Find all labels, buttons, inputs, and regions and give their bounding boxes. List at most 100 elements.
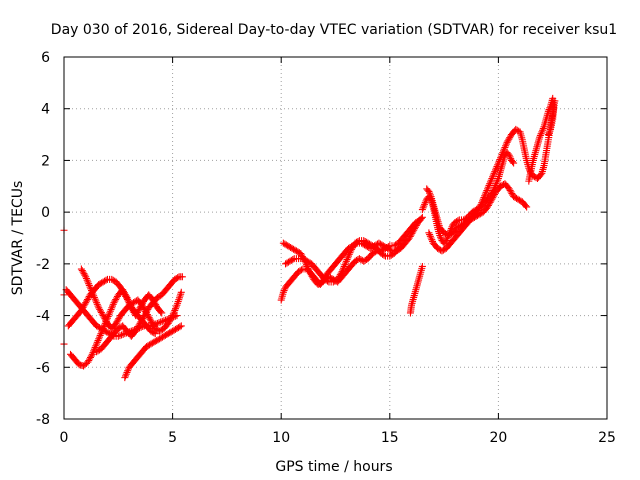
data-point	[544, 131, 552, 139]
data-point	[149, 320, 157, 328]
data-point	[130, 299, 138, 307]
data-point	[115, 315, 123, 323]
data-point	[90, 292, 98, 300]
data-point	[132, 327, 140, 335]
data-point	[81, 271, 89, 279]
data-point	[407, 231, 415, 239]
data-point	[302, 256, 310, 264]
data-point	[348, 244, 356, 252]
data-point	[481, 190, 489, 198]
data-point	[99, 278, 107, 286]
data-point	[490, 191, 498, 199]
data-point	[169, 310, 177, 318]
data-point	[174, 324, 182, 332]
data-point	[101, 277, 109, 285]
data-point	[97, 330, 105, 338]
data-point	[113, 294, 121, 302]
data-point	[370, 243, 378, 251]
data-point	[177, 322, 185, 330]
data-point	[367, 241, 375, 249]
data-point	[342, 257, 350, 265]
data-point	[484, 185, 492, 193]
data-point	[150, 329, 158, 337]
data-point	[158, 309, 166, 317]
data-point	[96, 280, 104, 288]
data-point	[93, 340, 101, 348]
data-point	[351, 239, 359, 247]
data-point	[114, 325, 122, 332]
data-point	[334, 275, 342, 283]
data-point	[107, 306, 115, 314]
data-point	[478, 197, 486, 205]
data-point	[148, 339, 156, 347]
data-point	[82, 273, 90, 281]
data-point	[98, 279, 106, 287]
data-point	[546, 127, 554, 135]
data-point	[167, 328, 175, 336]
data-point	[161, 331, 169, 339]
data-point	[506, 186, 514, 194]
data-point	[426, 231, 434, 239]
data-point	[143, 343, 151, 351]
data-point	[167, 315, 175, 323]
series-early-e	[93, 273, 186, 356]
data-point	[123, 368, 131, 376]
data-point	[486, 198, 494, 206]
data-point	[100, 323, 108, 331]
data-point	[537, 171, 545, 179]
data-point	[489, 173, 497, 181]
data-point	[95, 335, 103, 343]
data-point	[382, 243, 390, 251]
data-point	[98, 328, 106, 336]
plot-frame	[63, 56, 608, 420]
data-point	[439, 246, 447, 254]
data-point	[385, 245, 393, 253]
y-tick-label: 2	[41, 153, 50, 169]
data-point	[101, 315, 109, 323]
data-point	[455, 223, 463, 231]
data-point	[298, 251, 306, 259]
data-point	[426, 232, 434, 240]
data-point	[84, 294, 92, 302]
series-early-c	[67, 286, 166, 370]
data-point	[347, 247, 355, 255]
data-point	[151, 325, 159, 332]
data-point	[85, 357, 93, 365]
data-point	[111, 297, 119, 305]
data-point	[483, 187, 491, 195]
data-point	[522, 202, 530, 210]
series-mid-c	[282, 237, 407, 286]
data-point	[360, 237, 368, 245]
data-point	[547, 125, 555, 133]
data-point	[500, 145, 508, 153]
data-point	[411, 223, 419, 231]
data-point	[477, 200, 485, 208]
series-dip	[406, 262, 426, 317]
data-point	[419, 204, 427, 212]
data-point	[90, 293, 98, 301]
data-point	[83, 296, 91, 304]
data-point	[305, 266, 313, 274]
data-point	[339, 266, 347, 274]
data-point	[170, 326, 178, 334]
data-point	[392, 241, 400, 249]
data-point	[116, 332, 124, 340]
data-point	[352, 238, 360, 246]
data-point	[418, 206, 426, 214]
grid	[64, 57, 607, 419]
data-point	[109, 300, 117, 308]
data-point	[119, 286, 127, 294]
data-point	[80, 302, 88, 310]
data-point	[171, 305, 179, 313]
data-point	[89, 349, 97, 357]
data-point	[456, 222, 464, 230]
data-point	[406, 232, 414, 240]
data-point	[288, 244, 296, 252]
data-point	[292, 247, 300, 255]
data-point	[314, 281, 322, 289]
x-tick-label: 5	[168, 430, 177, 446]
data-point	[515, 196, 523, 204]
x-axis-label: GPS time / hours	[275, 459, 392, 475]
data-point	[364, 239, 372, 247]
data-point	[376, 240, 384, 248]
